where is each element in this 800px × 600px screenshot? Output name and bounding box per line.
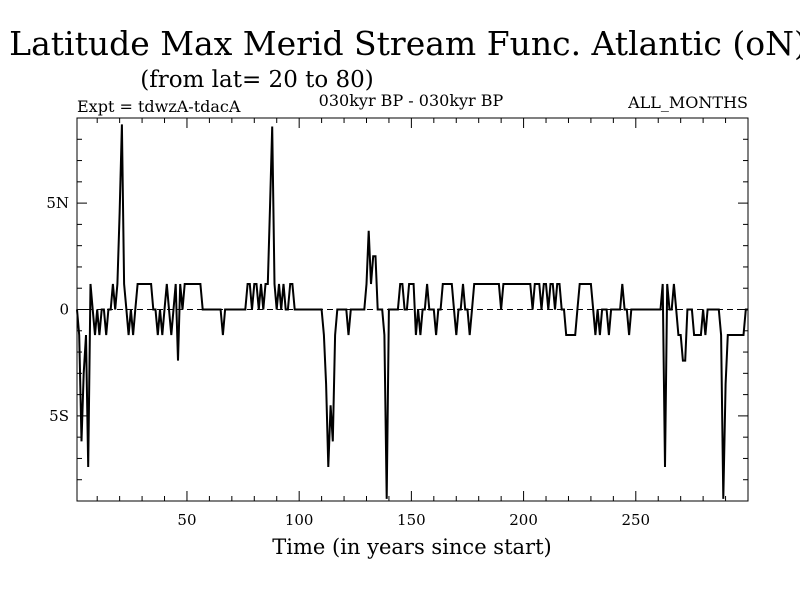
x-tick-label: 50 [177, 511, 196, 529]
x-axis-label: Time (in years since start) [272, 535, 551, 559]
x-tick-label: 150 [397, 511, 426, 529]
y-tick-label: 5S [49, 407, 69, 425]
chart-title: Latitude Max Merid Stream Func. Atlantic… [9, 24, 800, 63]
y-tick-label: 0 [59, 301, 69, 319]
months-label: ALL_MONTHS [627, 93, 748, 112]
chart-subtitle: (from lat= 20 to 80) [140, 67, 374, 93]
y-tick-label: 5N [46, 194, 69, 212]
period-label: 030kyr BP - 030kyr BP [319, 91, 504, 110]
x-tick-label: 200 [509, 511, 538, 529]
series-line [76, 124, 748, 499]
expt-label: Expt = tdwzA-tdacA [77, 97, 241, 116]
tick-labels: 50 100 150 200 250 5N 0 5S [46, 194, 650, 529]
x-tick-label: 100 [285, 511, 314, 529]
x-tick-label: 250 [621, 511, 650, 529]
